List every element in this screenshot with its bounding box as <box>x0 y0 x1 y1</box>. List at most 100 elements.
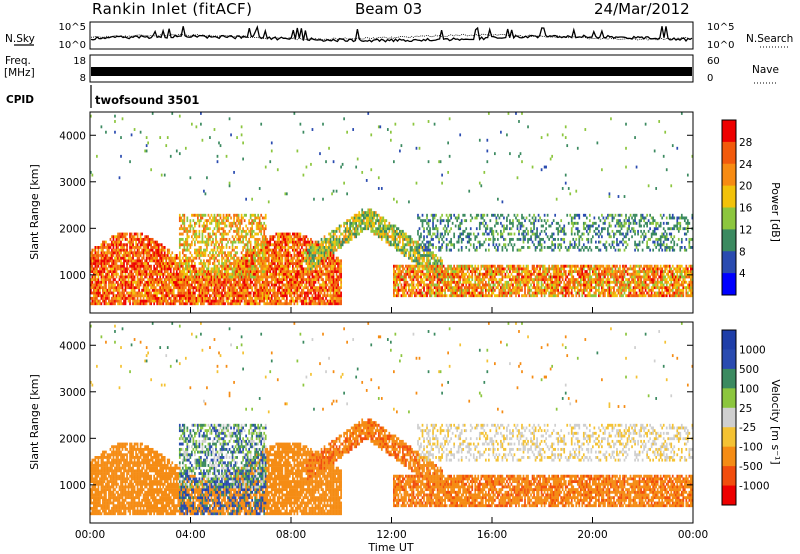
power-cell <box>141 278 143 282</box>
power-cell <box>187 280 190 284</box>
power-cell <box>93 286 95 290</box>
power-cell <box>383 235 386 239</box>
power-cell <box>99 262 101 265</box>
power-cell <box>180 272 183 276</box>
power-cell <box>194 272 196 276</box>
power-cell <box>402 270 404 273</box>
power-cell <box>411 270 413 273</box>
power-cell <box>112 243 115 247</box>
power-cell <box>108 286 110 290</box>
power-cell <box>181 213 184 217</box>
power-cell <box>421 259 424 263</box>
power-cell <box>417 264 419 268</box>
power-cell <box>317 246 320 249</box>
power-cell <box>187 286 190 290</box>
power-cell <box>100 275 103 279</box>
power-cell <box>194 299 196 303</box>
power-cell <box>429 264 431 268</box>
power-cell <box>126 254 128 257</box>
power-cell <box>121 235 124 239</box>
power-cell <box>248 286 250 290</box>
power-cell <box>105 302 107 306</box>
power-cell <box>219 296 222 300</box>
power-cell <box>213 286 216 290</box>
power-cell <box>117 251 119 255</box>
power-cell <box>293 240 296 244</box>
power-cell <box>305 270 308 273</box>
power-cell <box>218 283 220 287</box>
power-cell <box>245 197 247 201</box>
power-cell <box>248 221 250 225</box>
power-cell <box>231 302 234 306</box>
power-cell <box>331 296 333 300</box>
power-cell <box>249 286 252 290</box>
power-cell <box>391 237 394 241</box>
power-cell <box>215 288 217 292</box>
power-cell <box>100 270 103 273</box>
power-cell <box>123 267 125 271</box>
power-cell <box>403 288 406 292</box>
power-cell <box>314 256 317 260</box>
power-cell <box>379 224 382 228</box>
power-cell <box>163 286 166 290</box>
power-cell <box>332 280 335 284</box>
power-cell <box>109 270 112 273</box>
power-cell <box>421 256 424 260</box>
power-cell <box>374 229 377 233</box>
power-cell <box>329 299 332 303</box>
power-cell <box>399 232 401 236</box>
power-cell <box>96 259 98 263</box>
power-cell <box>166 262 169 265</box>
power-cell <box>108 251 110 255</box>
power-cell <box>304 248 306 252</box>
power-cell <box>304 270 306 273</box>
power-cell <box>462 275 465 279</box>
power-cell <box>423 294 425 298</box>
power-cell <box>239 291 241 295</box>
power-cell <box>255 294 258 298</box>
power-cell <box>399 278 401 282</box>
power-cell <box>237 278 240 282</box>
power-cell <box>130 237 133 241</box>
freq-tick-top: 18 <box>73 56 86 67</box>
power-cell <box>138 264 140 268</box>
power-cell <box>313 296 315 300</box>
power-cell <box>240 272 243 276</box>
power-cell <box>325 243 327 247</box>
power-cell <box>189 243 192 247</box>
power-cell <box>109 251 112 255</box>
power-cell <box>191 262 193 265</box>
power-cell <box>269 160 272 164</box>
power-cell <box>156 240 159 244</box>
power-cell <box>322 259 324 263</box>
power-cell <box>108 294 110 298</box>
power-cell <box>160 262 163 265</box>
power-cell <box>151 248 154 252</box>
power-cell <box>382 229 385 233</box>
power-cell <box>177 299 180 303</box>
power-cell <box>126 243 128 247</box>
power-cell <box>456 275 459 279</box>
power-cell <box>126 246 128 249</box>
power-cell <box>194 291 196 295</box>
power-cell <box>216 160 219 164</box>
power-cell <box>191 283 193 287</box>
power-cell <box>153 302 156 306</box>
power-cell <box>278 272 281 276</box>
power-cell <box>284 246 287 249</box>
power-cell <box>359 227 362 231</box>
power-cell <box>97 299 100 303</box>
power-cell <box>385 237 388 241</box>
power-cell <box>288 286 291 290</box>
power-cell <box>157 280 160 284</box>
power-cell <box>108 278 110 282</box>
power-cell <box>436 283 439 287</box>
power-cell <box>269 262 272 265</box>
power-cell <box>285 278 288 282</box>
power-cell <box>260 275 263 279</box>
power-cell <box>439 267 442 271</box>
power-cell <box>130 246 133 249</box>
power-cell <box>299 254 302 257</box>
power-cell <box>162 254 165 257</box>
power-cell <box>94 275 97 279</box>
